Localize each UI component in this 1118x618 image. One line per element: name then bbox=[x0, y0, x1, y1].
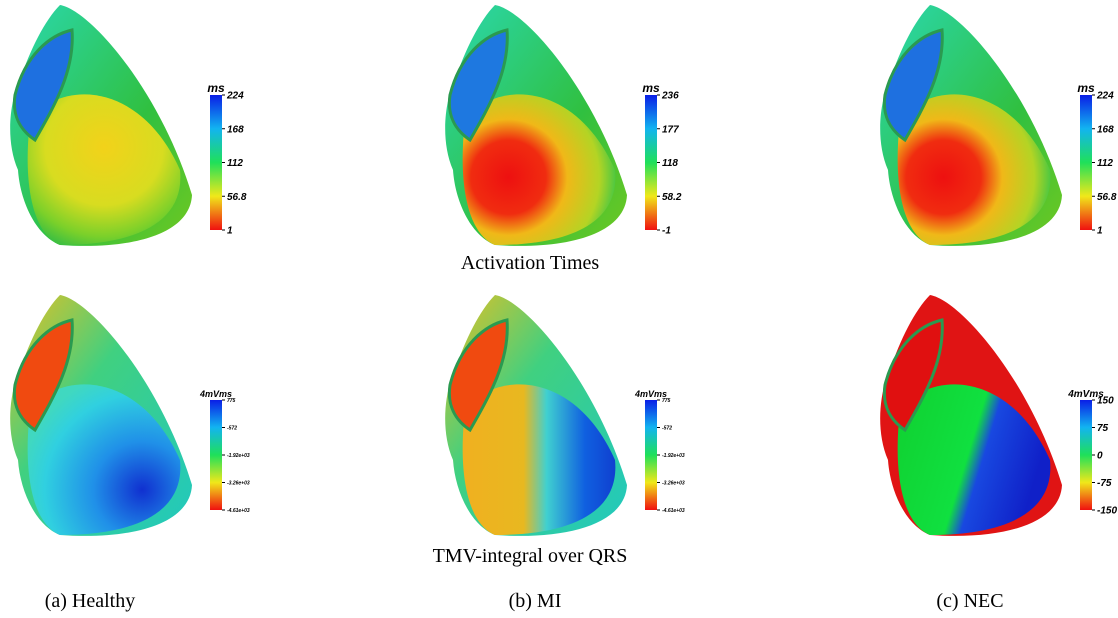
colorbar-tick-label: 168 bbox=[1097, 124, 1114, 135]
panel-label: (a) Healthy bbox=[45, 590, 136, 612]
colorbar-tick-label: 168 bbox=[227, 124, 244, 135]
colorbar-tick-label: -1.92e+03 bbox=[662, 453, 685, 459]
colorbar-tick-label: 56.8 bbox=[227, 192, 247, 203]
colorbar-tick-label: 224 bbox=[1096, 91, 1114, 102]
colorbar-tick-label: 56.8 bbox=[1097, 192, 1117, 203]
heart-panel bbox=[445, 5, 627, 246]
row-caption: Activation Times bbox=[461, 252, 600, 274]
panel-label: (b) MI bbox=[509, 590, 562, 612]
colorbar-tick-label: -75 bbox=[1097, 478, 1112, 489]
colorbar bbox=[645, 95, 657, 230]
heart-panel bbox=[10, 295, 192, 536]
colorbar-tick-label: 118 bbox=[662, 158, 678, 169]
colorbar-tick-label: -572 bbox=[662, 425, 672, 431]
colorbar-tick-label: -4.61e+03 bbox=[662, 508, 685, 514]
colorbar-tick-label: 775 bbox=[227, 398, 236, 404]
colorbar-tick-label: -3.26e+03 bbox=[662, 480, 685, 486]
colorbar-tick-label: 177 bbox=[662, 124, 679, 135]
colorbar-tick-label: 1 bbox=[1097, 226, 1103, 237]
heart-panel bbox=[10, 5, 192, 246]
colorbar-tick-label: -150 bbox=[1097, 506, 1117, 517]
colorbar-tick-label: 236 bbox=[661, 91, 679, 102]
colorbar-tick-label: -3.26e+03 bbox=[227, 480, 250, 486]
heart-panel bbox=[880, 295, 1062, 536]
colorbar bbox=[645, 400, 657, 510]
heart-panel bbox=[880, 5, 1062, 246]
colorbar-tick-label: -1.92e+03 bbox=[227, 453, 250, 459]
colorbar-tick-label: -1 bbox=[662, 226, 671, 237]
colorbar-tick-label: -572 bbox=[227, 425, 237, 431]
colorbar bbox=[210, 95, 222, 230]
colorbar-tick-label: 75 bbox=[1097, 423, 1109, 434]
colorbar-tick-label: 224 bbox=[226, 91, 244, 102]
colorbar-tick-label: 58.2 bbox=[662, 192, 682, 203]
colorbar-tick-label: 0 bbox=[1097, 451, 1103, 462]
colorbar bbox=[1080, 95, 1092, 230]
colorbar-unit: ms bbox=[1077, 81, 1095, 95]
colorbar-tick-label: 1 bbox=[227, 226, 233, 237]
row-caption: TMV-integral over QRS bbox=[433, 545, 628, 567]
colorbar bbox=[1080, 400, 1092, 510]
colorbar-unit: ms bbox=[207, 81, 225, 95]
colorbar-tick-label: 112 bbox=[227, 158, 243, 169]
panel-label: (c) NEC bbox=[936, 590, 1003, 612]
colorbar-unit: ms bbox=[642, 81, 660, 95]
colorbar-tick-label: 775 bbox=[662, 398, 671, 404]
colorbar bbox=[210, 400, 222, 510]
colorbar-tick-label: -4.61e+03 bbox=[227, 508, 250, 514]
colorbar-tick-label: 112 bbox=[1097, 158, 1113, 169]
figure: ms22416811256.81ms23617711858.2-1ms22416… bbox=[0, 0, 1118, 618]
colorbar-tick-label: 150 bbox=[1097, 396, 1114, 407]
heart-panel bbox=[445, 295, 627, 536]
